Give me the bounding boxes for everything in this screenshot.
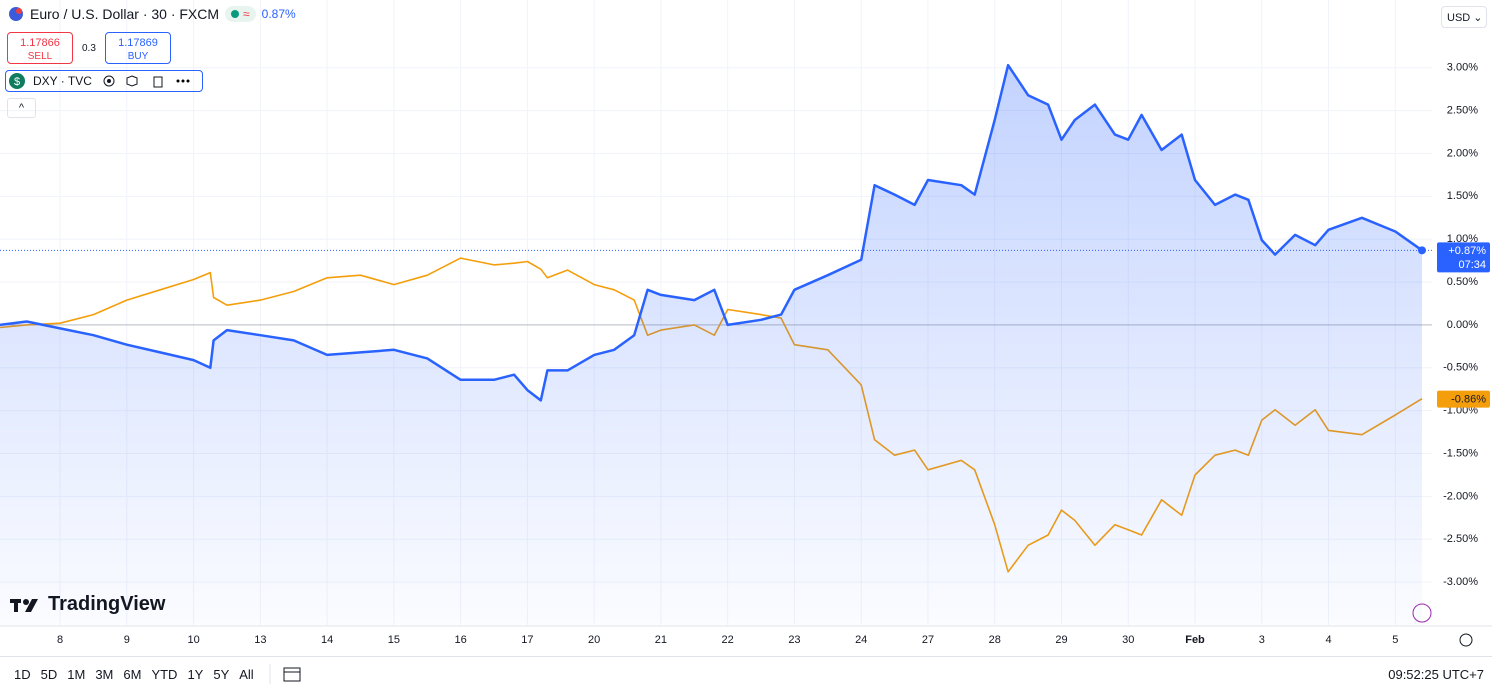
brand-name: TradingView (48, 593, 166, 615)
x-tick-label: 4 (1325, 634, 1331, 646)
x-tick-label: 8 (57, 634, 63, 646)
status-dot (231, 10, 240, 18)
range-buttons: 1D 5D 1M 3M 6M YTD 1Y 5Y All (4, 667, 254, 682)
range-button[interactable]: 5Y (213, 666, 230, 682)
range-button[interactable]: 3M (95, 666, 114, 682)
range-button[interactable]: 1M (67, 666, 86, 682)
status-pill[interactable]: ≈ (225, 6, 256, 22)
range-button[interactable]: YTD (151, 666, 178, 682)
range-button[interactable]: 1D (14, 666, 31, 682)
y-tick-label: -2.00% (1443, 490, 1478, 502)
y-tick-label: -0.50% (1443, 362, 1478, 374)
x-tick-label: 29 (1055, 634, 1067, 646)
area (0, 65, 1422, 625)
x-tick-label: 5 (1392, 634, 1398, 646)
price-tag (1437, 242, 1490, 273)
sell-price: 1.17866 (20, 37, 60, 49)
range-button[interactable]: 5D (40, 666, 58, 682)
x-tick-label: 27 (922, 634, 934, 646)
buy-label: BUY (127, 51, 149, 62)
symbol-icon (9, 7, 23, 21)
y-tick-label: 2.50% (1447, 105, 1478, 117)
x-tick-label: 14 (321, 634, 333, 646)
line (0, 63, 1423, 402)
legend-actions[interactable] (100, 73, 190, 89)
x-tick-label: 21 (655, 634, 667, 646)
chart: -3.00%-2.50%-2.00%-1.50%-1.00%-0.50%0.00… (0, 0, 1492, 647)
y-tick-label: -3.00% (1443, 576, 1478, 588)
y-tick-label: 0.50% (1447, 276, 1478, 288)
y-tick-label: -2.50% (1443, 533, 1478, 545)
y-tick-label: 0.00% (1447, 319, 1478, 331)
x-tick-label: 9 (124, 634, 130, 646)
date-range-icon[interactable] (268, 664, 308, 684)
x-tick-label: 30 (1122, 634, 1134, 646)
x-tick-label: 17 (521, 634, 533, 646)
x-tick-label: 20 (588, 634, 600, 646)
y-tick-label: -1.50% (1443, 447, 1478, 459)
x-tick-label: Feb (1185, 634, 1205, 646)
x-tick-label: 24 (855, 634, 867, 646)
settings-icon[interactable] (1459, 633, 1473, 647)
currency: USD (1447, 12, 1471, 24)
x-tick-label: 3 (1259, 634, 1265, 646)
range-button[interactable]: 6M (123, 666, 142, 682)
price-tag (1437, 390, 1490, 408)
symbol-title[interactable]: Euro / U.S. Dollar · 30 · FXCM (30, 6, 220, 22)
clock: 09:52:25 UTC+7 (1388, 667, 1484, 682)
compare-name: DXY · TVC (33, 74, 92, 88)
range-button[interactable]: 1Y (187, 666, 204, 682)
x-tick-label: 22 (722, 634, 734, 646)
symbol-header: Euro / U.S. Dollar · 30 · FXCM ≈ 0.87% (8, 6, 296, 22)
range-button[interactable]: All (239, 666, 254, 682)
compare-legend[interactable]: $ DXY · TVC (5, 70, 203, 92)
x-tick-label: 13 (254, 634, 266, 646)
x-tick-label: 10 (187, 634, 199, 646)
currency-selector[interactable]: USD ⌄ (1441, 6, 1487, 28)
y-tick-label: 3.00% (1447, 62, 1478, 74)
brand: TradingView (10, 593, 165, 616)
x-tick-label: 16 (455, 634, 467, 646)
change: 0.87% (261, 7, 296, 21)
price-tag-label: +0.87% (1448, 245, 1486, 257)
collapse-button[interactable]: ^ (7, 98, 36, 118)
alert-icon[interactable] (1412, 603, 1432, 623)
buy-price: 1.17869 (118, 37, 158, 49)
buy-button[interactable]: 1.17869 BUY (105, 32, 171, 64)
brand-logo (10, 598, 38, 612)
svg-text:$: $ (14, 76, 20, 88)
spread: 0.3 (82, 43, 96, 54)
y-tick-label: 1.50% (1447, 190, 1478, 202)
countdown: 07:34 (1458, 259, 1486, 271)
y-tick-label: 2.00% (1447, 147, 1478, 159)
compare-icon: $ (9, 73, 25, 89)
x-tick-label: 15 (388, 634, 400, 646)
x-tick-label: 28 (989, 634, 1001, 646)
price-tag-label: -0.86% (1451, 394, 1486, 406)
last-point (1417, 246, 1426, 255)
sell-label: SELL (27, 51, 53, 62)
y-tick-label: 1.00% (1447, 233, 1478, 245)
bottom-toolbar: 1D 5D 1M 3M 6M YTD 1Y 5Y All 09:52:25 UTC+7 (0, 656, 1492, 691)
x-tick-label: 23 (788, 634, 800, 646)
sell-button[interactable]: 1.17866 SELL (7, 32, 73, 64)
